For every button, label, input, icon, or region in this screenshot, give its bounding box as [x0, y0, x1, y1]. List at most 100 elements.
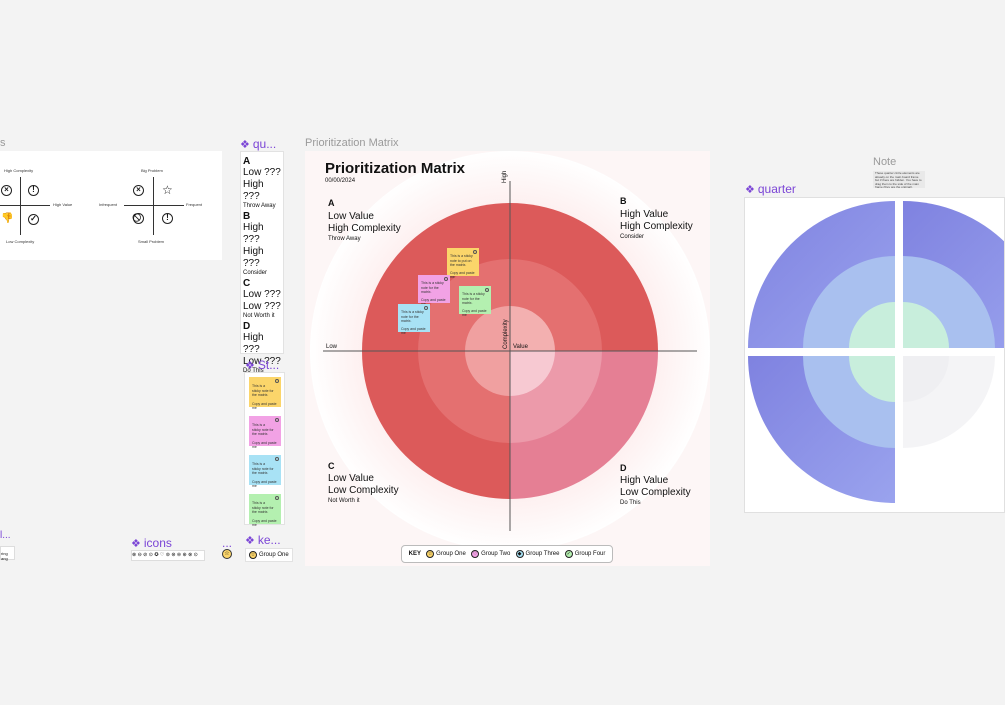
quarter-tr-inner: [903, 302, 949, 348]
component-label-text: St...: [257, 358, 280, 372]
component-label-icons[interactable]: ❖ icons: [131, 536, 172, 550]
matrix-sticky-yellow[interactable]: This is a sticky note to put on the matr…: [447, 248, 479, 279]
axis-label-value: Value: [513, 344, 528, 350]
matrix-sticky-pink[interactable]: This is a sticky note for the matrix. Cop…: [418, 275, 450, 306]
component-label-quadrants[interactable]: ❖ qu...: [240, 137, 276, 151]
component-label-quarter[interactable]: ❖ quarter: [745, 182, 796, 196]
frame-label-left[interactable]: s: [0, 137, 6, 149]
x-circle-icon: ×: [1, 185, 12, 196]
note-card[interactable]: These quarter circle elements are alread…: [873, 171, 925, 188]
key-component[interactable]: ☆ Group One: [245, 548, 293, 562]
check-circle-icon: ✓: [28, 214, 39, 225]
heart-icon: ♡: [471, 550, 480, 558]
component-icon: ❖: [131, 537, 141, 550]
inner-tr: [510, 306, 555, 351]
quadrant-block-a: A Low ??? High ??? Throw Away: [243, 156, 281, 209]
quadrant-a-letter: A: [328, 198, 335, 208]
ban-icon: ⃠: [133, 213, 144, 224]
quadrant-sub: Not Worth it: [243, 313, 275, 319]
heart-icon: [275, 418, 279, 422]
quadrant-line: Low ???: [243, 167, 281, 178]
star-icon: ☆: [162, 183, 173, 197]
sticky-note-blue[interactable]: This is a sticky note for the matrix. Cop…: [249, 455, 281, 488]
label-small-problem: Small Problem: [138, 239, 165, 244]
key-item-group-three: ◆ Group Three: [515, 550, 560, 558]
component-icon: ❖: [245, 534, 255, 547]
quadrant-line: High ???: [243, 222, 264, 245]
quadrant-line: High ???: [243, 179, 264, 202]
sticky-copy: Copy and paste me: [462, 308, 487, 318]
component-label-text: quarter: [757, 182, 796, 196]
component-label-text: qu...: [252, 137, 277, 151]
sticky-text: This is a sticky note to put on the matr…: [450, 254, 473, 267]
sticky-text: This is a sticky note for the matrix.: [462, 292, 485, 305]
icons-strip-text: ⊗ ⊖ ⊘ ⊙ ✪ ♡ ⊚ ⊛ ⊜ ⊕ ⊗ ⊙: [132, 552, 198, 558]
component-label-sticky[interactable]: ❖ St...: [245, 358, 279, 372]
frame-label-prioritization[interactable]: Prioritization Matrix: [305, 137, 399, 149]
label-infrequent: Infrequent: [99, 202, 118, 207]
axis-label-low: Low: [326, 344, 338, 350]
shield-icon: ◆: [515, 550, 524, 558]
component-label-left-small[interactable]: l...: [0, 530, 11, 541]
quadrant-a-sub: Throw Away: [328, 236, 361, 242]
axis-label-complexity: Complexity: [503, 319, 509, 349]
quadrant-sub: Consider: [243, 270, 268, 276]
star-icon: [275, 379, 279, 383]
quarter-component[interactable]: [744, 197, 1005, 513]
inner-tl: [465, 306, 510, 351]
quadrant-letter: B: [243, 211, 251, 222]
prioritization-matrix-frame[interactable]: Prioritization Matrix 00/00/2024 High Lo…: [305, 151, 710, 566]
quadrant-c-letter: C: [328, 461, 335, 471]
sticky-note-green[interactable]: This is a sticky note for the matrix. Cop…: [249, 494, 281, 527]
key-item-group-one: ☆ Group One: [426, 550, 466, 558]
quadrant-letter: C: [243, 278, 251, 289]
matrix-sticky-green[interactable]: This is a sticky note for the matrix. Cop…: [459, 286, 491, 317]
sticky-note-pink[interactable]: This is a sticky note for the matrix. Cop…: [249, 416, 281, 449]
quarter-br-inner: [903, 356, 949, 402]
shield-icon: [424, 306, 428, 310]
icons-strip[interactable]: ⊗ ⊖ ⊘ ⊙ ✪ ♡ ⊚ ⊛ ⊜ ⊕ ⊗ ⊙: [131, 550, 205, 561]
axis-label-high: High: [502, 170, 508, 183]
frame-label-note[interactable]: Note: [873, 156, 897, 168]
matrix-sticky-blue[interactable]: This is a sticky note for the matrix. Cop…: [398, 304, 430, 335]
matrix-title: Prioritization Matrix: [325, 160, 466, 177]
alert-circle-icon: !: [162, 213, 173, 224]
note-text: These quarter circle elements are alread…: [875, 171, 922, 188]
quadrant-a-line2: High Complexity: [328, 223, 401, 234]
quadrant-d-line1: High Value: [620, 475, 669, 486]
left-small-component[interactable]: ring ang: [0, 546, 15, 561]
sticky-copy: Copy and paste me: [252, 401, 277, 411]
star-icon: [473, 250, 477, 254]
quadrant-line: Low ???: [243, 301, 281, 312]
label-big-problem: Big Problem: [141, 168, 163, 173]
star-icon[interactable]: ☆: [222, 549, 232, 559]
sticky-copy: Copy and paste me: [252, 479, 277, 489]
component-label-text: ke...: [257, 533, 281, 547]
sticky-note-yellow[interactable]: This is a sticky note for the matrix. Cop…: [249, 377, 281, 410]
key-item-group-four: ✓ Group Four: [564, 550, 605, 558]
matrix-key[interactable]: KEY ☆ Group One ♡ Group Two ◆ Group Three ✓…: [401, 545, 613, 563]
thumbs-down-icon: 👎: [1, 213, 14, 224]
key-label: Group One: [259, 552, 289, 558]
component-label-key[interactable]: ❖ ke...: [245, 533, 281, 547]
quadrant-b-letter: B: [620, 196, 627, 206]
quarter-bl-inner: [849, 356, 895, 402]
quadrant-c-sub: Not Worth it: [328, 498, 360, 504]
key-label: Group Three: [525, 551, 560, 557]
component-label-text: icons: [143, 536, 172, 550]
quadrant-line: Low ???: [243, 289, 281, 300]
check-icon: ✓: [564, 550, 573, 558]
quadrant-text-column[interactable]: A Low ??? High ??? Throw Away B High ???…: [240, 151, 284, 374]
component-label-dots[interactable]: ...: [222, 536, 232, 550]
quadrant-b-line1: High Value: [620, 209, 669, 220]
sticky-text: This is a sticky note for the matrix.: [421, 281, 444, 294]
quadrant-line: High ???: [243, 246, 264, 269]
inner-br: [510, 351, 555, 396]
axis-horizontal-1: [0, 205, 50, 206]
quarter-graphic: [748, 201, 1004, 503]
sticky-notes-column[interactable]: This is a sticky note for the matrix. Cop…: [244, 372, 285, 527]
check-icon: [275, 496, 279, 500]
quadrant-b-sub: Consider: [620, 234, 645, 240]
axis-vertical-2: [153, 177, 154, 235]
quadrant-letter: A: [243, 156, 251, 167]
